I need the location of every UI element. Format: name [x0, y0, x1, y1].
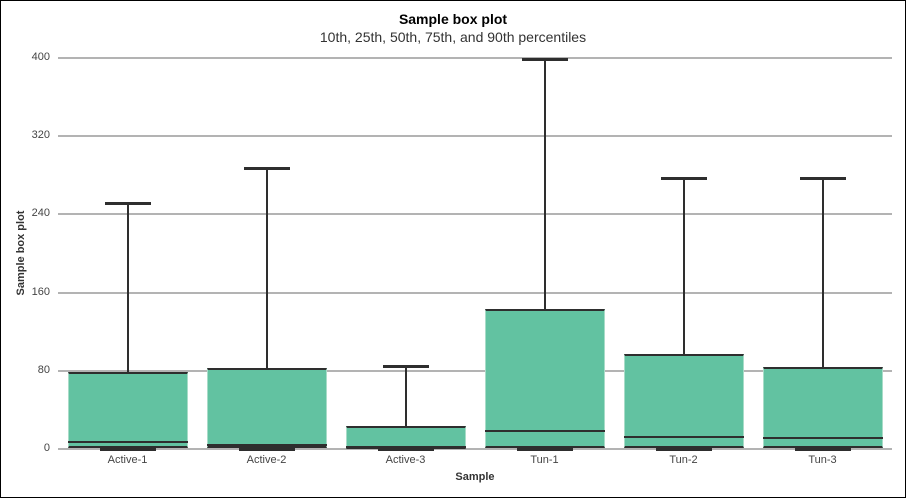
- x-tick-label-Tun-2: Tun-2: [669, 454, 698, 466]
- y-axis-title: Sample box plot: [15, 210, 27, 296]
- x-tick-label-Tun-3: Tun-3: [808, 454, 837, 466]
- chart-title: Sample box plot: [398, 11, 508, 27]
- whisker-Tun-1: [543, 58, 546, 449]
- gridline-0: [58, 448, 892, 450]
- whisker-Active-3: [404, 365, 407, 449]
- whisker-cap-top-Tun-1: [521, 57, 568, 61]
- median-Tun-1: [484, 430, 605, 433]
- whisker-cap-bottom-Active-1: [99, 448, 156, 451]
- whisker-cap-top-Tun-3: [799, 177, 846, 181]
- y-tick-label-320: 320: [31, 129, 50, 142]
- box-Tun-2: [623, 354, 744, 449]
- median-Tun-2: [623, 436, 744, 439]
- gridline-160: [58, 291, 892, 294]
- gridline-320: [58, 135, 892, 138]
- x-tick-label-Active-1: Active-1: [107, 454, 148, 466]
- median-Active-1: [67, 441, 188, 444]
- whisker-cap-top-Tun-2: [660, 177, 707, 181]
- box-Active-1: [67, 371, 188, 449]
- median-Tun-3: [762, 437, 883, 440]
- x-tick-label-Active-2: Active-2: [246, 454, 287, 466]
- whisker-Active-2: [265, 168, 268, 449]
- whisker-cap-top-Active-3: [382, 364, 429, 368]
- median-Active-2: [206, 444, 327, 447]
- whisker-cap-top-Active-2: [243, 167, 290, 171]
- whisker-Tun-2: [682, 178, 685, 449]
- chart-subtitle: 10th, 25th, 50th, 75th, and 90th percent…: [319, 29, 587, 45]
- whisker-cap-bottom-Tun-3: [794, 448, 851, 451]
- whisker-cap-bottom-Active-3: [377, 448, 434, 451]
- whisker-cap-bottom-Tun-2: [655, 448, 712, 451]
- box-Active-2: [206, 367, 327, 449]
- median-Active-3: [345, 446, 466, 449]
- whisker-Active-1: [126, 202, 129, 449]
- whisker-cap-top-Active-1: [104, 201, 151, 205]
- y-tick-label-240: 240: [31, 207, 50, 220]
- y-tick-label-400: 400: [31, 51, 50, 63]
- whisker-cap-bottom-Tun-1: [516, 448, 573, 451]
- x-tick-label-Tun-1: Tun-1: [530, 454, 559, 466]
- whisker-Tun-3: [821, 178, 824, 449]
- y-tick-label-80: 80: [37, 363, 50, 376]
- gridline-80: [58, 369, 892, 372]
- box-Tun-1: [484, 309, 605, 449]
- plot-area: [58, 57, 892, 451]
- gridline-400: [58, 57, 892, 59]
- y-tick-label-0: 0: [43, 442, 50, 454]
- x-tick-label-Active-3: Active-3: [385, 454, 426, 466]
- box-Tun-3: [762, 366, 883, 449]
- y-tick-label-160: 160: [31, 285, 50, 298]
- whisker-cap-bottom-Active-2: [238, 448, 295, 451]
- x-axis-title: Sample: [455, 471, 495, 483]
- gridline-240: [58, 213, 892, 216]
